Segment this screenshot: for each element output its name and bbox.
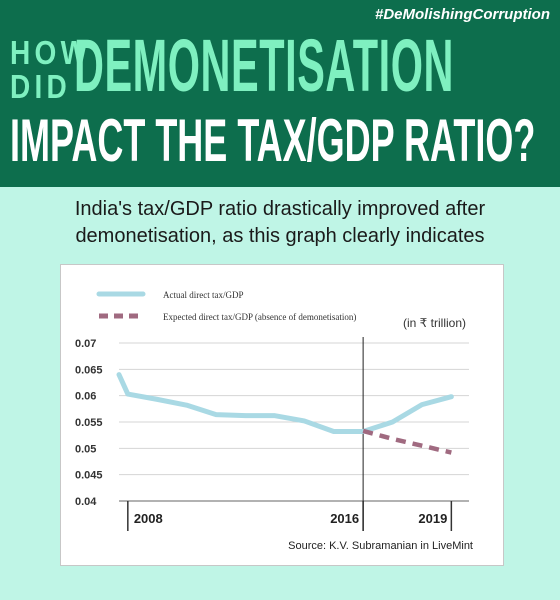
y-tick-label: 0.04 [75,496,97,508]
legend-label-actual: Actual direct tax/GDP [163,290,243,300]
y-tick-label: 0.045 [75,470,103,482]
series-line-expected [362,428,452,455]
chart-card: 0.07 0.065 0.06 0.055 0.05 0.045 0.04 2008 2016 2… [60,264,504,566]
gridlines [119,342,469,502]
x-tick-label: 2008 [134,511,163,526]
y-tick-label: 0.055 [75,417,103,429]
unit-label: (in ₹ trillion) [403,316,466,330]
x-tick-label: 2019 [418,511,447,526]
legend-label-expected: Expected direct tax/GDP (absence of demo… [163,312,356,322]
series-lines [116,372,454,455]
y-tick-label: 0.05 [75,443,96,455]
caption-line-2: demonetisation, as this graph clearly in… [75,225,485,247]
title-banner: #DeMolishingCorruption HOW DID DEMONETIS… [0,0,560,187]
caption-line-1: India's tax/GDP ratio drastically improv… [74,198,486,220]
x-tick-label: 2016 [330,511,359,526]
y-tick-label: 0.06 [75,391,96,403]
impact-subtitle: IMPACT THE TAX/GDP RATIO? [10,107,536,174]
y-tick-label: 0.07 [75,338,96,350]
series-line-actual [116,372,454,434]
did-word: DID [10,68,72,105]
demonetisation-title: DEMONETISATION [74,24,455,107]
source-label: Source: K.V. Subramanian in LiveMint [288,540,473,552]
caption: India's tax/GDP ratio drastically improv… [20,196,540,250]
tick-labels: 0.07 0.065 0.06 0.055 0.05 0.045 0.04 2008 2016 2… [75,338,447,526]
y-tick-label: 0.065 [75,364,103,376]
hashtag: #DeMolishingCorruption [375,6,550,23]
how-did-label: HOW DID [10,34,92,105]
axes [119,337,469,531]
how-word: HOW [10,34,92,71]
legend: Actual direct tax/GDP Expected direct ta… [96,290,356,322]
tax-gdp-line-chart: 0.07 0.065 0.06 0.055 0.05 0.045 0.04 2008 2016 2… [75,290,473,552]
